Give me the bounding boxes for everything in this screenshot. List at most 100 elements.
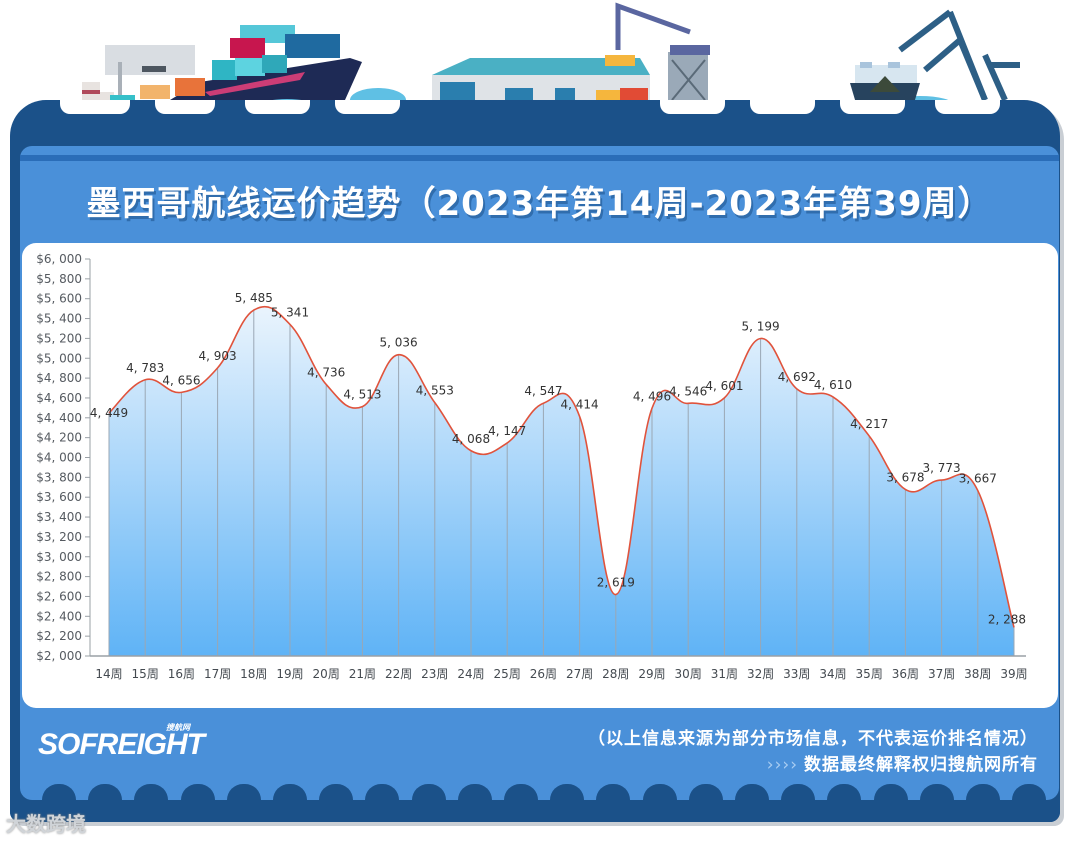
copyright-text: 数据最终解释权归搜航网所有 bbox=[804, 755, 1038, 775]
x-tick-label: 17周 bbox=[204, 667, 231, 681]
data-point-label: 4, 449 bbox=[90, 406, 128, 420]
frame-notch bbox=[660, 100, 725, 114]
y-tick-label: $5, 800 bbox=[36, 272, 82, 286]
scallop-decoration bbox=[642, 784, 677, 802]
logo-text: SOFREIGHT bbox=[38, 728, 205, 761]
scallop-decoration bbox=[873, 784, 908, 802]
data-point-label: 3, 667 bbox=[959, 472, 997, 486]
data-point-label: 4, 068 bbox=[452, 432, 490, 446]
data-point-label: 4, 692 bbox=[778, 370, 816, 384]
crane-icon bbox=[605, 2, 710, 107]
scallop-decoration bbox=[735, 784, 769, 802]
y-tick-label: $3, 200 bbox=[36, 530, 82, 544]
x-tick-label: 25周 bbox=[494, 667, 521, 681]
card-stripe bbox=[20, 155, 1059, 161]
data-point-label: 4, 553 bbox=[416, 384, 454, 398]
data-point-label: 4, 513 bbox=[343, 388, 381, 402]
logo-subtext: 搜航网 bbox=[166, 723, 190, 732]
scallop-decoration bbox=[781, 784, 816, 802]
data-point-label: 4, 546 bbox=[669, 384, 707, 398]
scallop-decoration bbox=[504, 784, 538, 802]
copyright-note: ›››› 数据最终解释权归搜航网所有 bbox=[767, 750, 1038, 775]
x-tick-label: 23周 bbox=[421, 667, 448, 681]
data-point-label: 2, 288 bbox=[988, 612, 1026, 626]
x-axis-labels: 14周 15周 16周 17周 18周 19周 20周 21周 22周 23周 24周 25周 26周 2… bbox=[95, 667, 1027, 681]
data-point-label: 4, 601 bbox=[705, 379, 743, 393]
y-tick-label: $2, 000 bbox=[36, 649, 82, 663]
data-point-label: 4, 610 bbox=[814, 378, 852, 392]
frame-notch bbox=[840, 100, 905, 114]
x-tick-label: 36周 bbox=[892, 667, 919, 681]
trend-line-path bbox=[108, 305, 1015, 628]
x-tick-label: 27周 bbox=[566, 667, 593, 681]
data-point-label: 4, 414 bbox=[561, 397, 599, 411]
x-tick-label: 29周 bbox=[638, 667, 665, 681]
data-point-label: 4, 736 bbox=[307, 365, 345, 379]
data-point-label: 5, 199 bbox=[742, 319, 780, 333]
data-point-label: 3, 678 bbox=[886, 470, 924, 484]
area-fill bbox=[109, 306, 1014, 656]
data-point-label: 4, 656 bbox=[162, 373, 200, 387]
y-tick-label: $2, 800 bbox=[36, 570, 82, 584]
data-point-label: 5, 341 bbox=[271, 305, 309, 319]
scallop-decoration bbox=[596, 784, 631, 802]
scallop-decoration bbox=[226, 784, 261, 802]
frame-notch bbox=[60, 100, 130, 114]
y-tick-label: $4, 000 bbox=[36, 451, 82, 465]
scallop-decoration bbox=[180, 784, 215, 802]
y-tick-label: $5, 000 bbox=[36, 351, 82, 365]
x-tick-label: 26周 bbox=[530, 667, 557, 681]
sofreight-logo: SOFREIGHT 搜航网 bbox=[38, 723, 205, 762]
drop-lines bbox=[108, 310, 1015, 656]
scallop-decoration bbox=[88, 784, 123, 802]
x-tick-label: 20周 bbox=[313, 667, 340, 681]
area-fill-shape bbox=[109, 306, 1014, 656]
y-axis-labels: $2, 000 $2, 200 $2, 400 $2, 600 $2, 800 $3, 0… bbox=[36, 252, 82, 663]
disclaimer-note: （以上信息来源为部分市场信息，不代表运价排名情况） bbox=[588, 729, 1038, 749]
data-point-label: 4, 147 bbox=[488, 424, 526, 438]
y-tick-label: $5, 200 bbox=[36, 331, 82, 345]
chevrons-icon: ›››› bbox=[766, 755, 798, 775]
frame-notch bbox=[750, 100, 815, 114]
scallop-decoration bbox=[411, 784, 446, 802]
data-point-label: 5, 036 bbox=[380, 336, 418, 350]
x-tick-label: 34周 bbox=[819, 667, 846, 681]
y-tick-label: $4, 600 bbox=[36, 391, 82, 405]
scallop-decoration bbox=[550, 784, 585, 802]
frame-notch bbox=[155, 100, 215, 114]
scallop-decoration bbox=[134, 784, 169, 802]
frame-notch bbox=[335, 100, 400, 114]
x-tick-label: 24周 bbox=[457, 667, 484, 681]
frame-notch bbox=[245, 100, 310, 114]
y-tick-label: $2, 200 bbox=[36, 629, 82, 643]
x-tick-label: 32周 bbox=[747, 667, 774, 681]
scallop-decoration bbox=[319, 784, 354, 802]
frame-notch bbox=[935, 100, 1000, 114]
scallop-decoration bbox=[365, 784, 400, 802]
data-point-label: 4, 903 bbox=[199, 349, 237, 363]
y-tick-label: $2, 600 bbox=[36, 589, 82, 603]
scallop-decoration bbox=[919, 784, 954, 802]
data-point-label: 4, 783 bbox=[126, 361, 164, 375]
data-point-label: 3, 773 bbox=[923, 461, 961, 475]
x-tick-label: 14周 bbox=[95, 667, 122, 681]
trend-line bbox=[108, 305, 1015, 628]
page-title: 墨西哥航线运价趋势（2023年第14周-2023年第39周） bbox=[86, 184, 993, 224]
data-point-label: 4, 547 bbox=[524, 384, 562, 398]
x-tick-label: 37周 bbox=[928, 667, 955, 681]
data-point-label: 4, 217 bbox=[850, 417, 888, 431]
x-tick-label: 35周 bbox=[856, 667, 883, 681]
x-tick-label: 21周 bbox=[349, 667, 376, 681]
x-tick-label: 33周 bbox=[783, 667, 810, 681]
chart-panel: $2, 000 $2, 200 $2, 400 $2, 600 $2, 800 $3, 0… bbox=[22, 243, 1058, 708]
x-tick-label: 38周 bbox=[964, 667, 991, 681]
scallop-decoration bbox=[42, 784, 76, 802]
scallop-decoration bbox=[1012, 784, 1047, 802]
y-tick-label: $4, 400 bbox=[36, 411, 82, 425]
y-tick-label: $2, 400 bbox=[36, 609, 82, 623]
area-chart: $2, 000 $2, 200 $2, 400 $2, 600 $2, 800 $3, 0… bbox=[36, 252, 1027, 681]
source-watermark: 大数跨境 bbox=[6, 812, 86, 836]
x-tick-label: 16周 bbox=[168, 667, 195, 681]
harbor-crane-icon bbox=[898, 9, 1020, 102]
